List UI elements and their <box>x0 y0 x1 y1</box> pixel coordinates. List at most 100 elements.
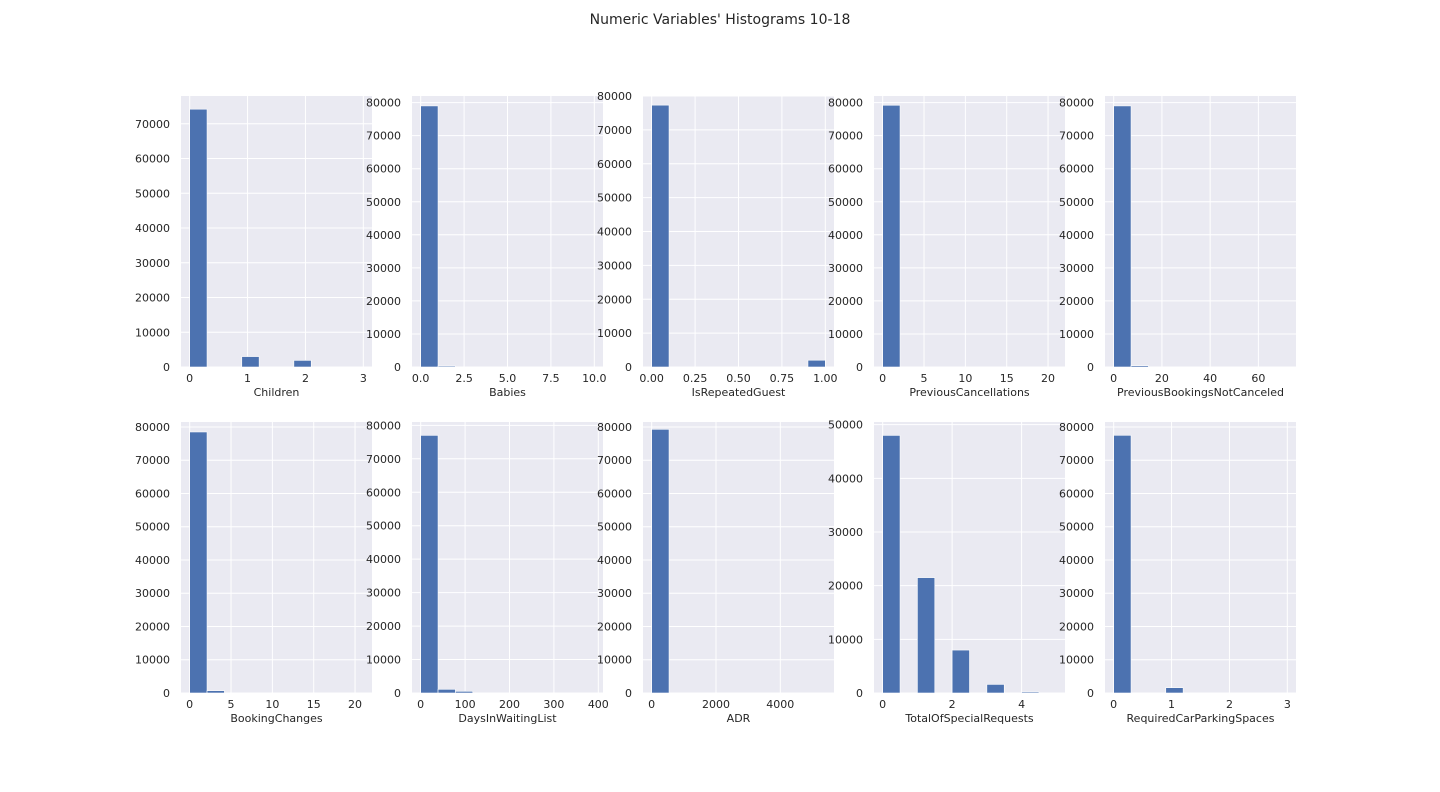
y-tick-label: 60000 <box>366 486 401 499</box>
y-tick-label: 70000 <box>597 124 632 137</box>
y-tick-label: 60000 <box>597 487 632 500</box>
x-tick-label: 20 <box>1155 372 1169 385</box>
y-tick-label: 40000 <box>597 226 632 239</box>
histogram-panel-DaysInWaitingList: 0 100 200 300 400 0 10000 20000 30000 40000 50000 6… <box>366 419 609 725</box>
x-tick-label: 3 <box>1284 698 1291 711</box>
x-axis-label: TotalOfSpecialRequests <box>904 712 1034 725</box>
plot-area <box>181 96 372 367</box>
histogram-panel-ADR: 0 2000 40000100002000030000400005000060000… <box>597 421 834 725</box>
y-tick-label: 0 <box>625 687 632 700</box>
x-tick-label: 2 <box>302 372 309 385</box>
y-tick-label: 50000 <box>597 521 632 534</box>
plot-area <box>412 422 603 693</box>
figure-title: Numeric Variables' Histograms 10-18 <box>589 12 851 28</box>
y-tick-label: 40000 <box>828 472 863 485</box>
x-tick-label: 0 <box>1110 698 1117 711</box>
y-tick-label: 80000 <box>366 97 401 110</box>
y-tick-label: 70000 <box>135 118 170 131</box>
y-tick-label: 10000 <box>828 328 863 341</box>
x-axis-label: DaysInWaitingList <box>458 712 557 725</box>
y-tick-label: 0 <box>394 687 401 700</box>
x-tick-label: 1 <box>1168 698 1175 711</box>
y-tick-label: 50000 <box>135 187 170 200</box>
y-tick-label: 30000 <box>828 526 863 539</box>
histogram-bar <box>1113 435 1132 694</box>
y-tick-label: 20000 <box>1059 295 1094 308</box>
x-tick-label: 10 <box>265 698 279 711</box>
y-tick-label: 10000 <box>597 654 632 667</box>
histogram-bar <box>189 108 208 368</box>
x-tick-label: 0.50 <box>726 372 751 385</box>
y-tick-label: 50000 <box>1059 196 1094 209</box>
y-tick-label: 0 <box>625 361 632 374</box>
plot-area <box>643 422 834 693</box>
x-tick-label: 7.5 <box>542 372 560 385</box>
y-tick-label: 50000 <box>135 521 170 534</box>
y-tick-label: 80000 <box>597 421 632 434</box>
y-tick-label: 40000 <box>135 222 170 235</box>
histogram-bar <box>420 105 439 368</box>
y-tick-label: 50000 <box>366 520 401 533</box>
y-tick-label: 60000 <box>1059 487 1094 500</box>
histogram-panel-PreviousCancellations: 0 5 10 15 20 0 10000 20000 30000 40000 50000 60000 7… <box>828 96 1065 399</box>
x-tick-label: 2000 <box>702 698 730 711</box>
y-tick-label: 40000 <box>366 553 401 566</box>
y-tick-label: 80000 <box>1059 97 1094 110</box>
x-tick-label: 20 <box>348 698 362 711</box>
x-tick-label: 10 <box>958 372 972 385</box>
y-tick-label: 40000 <box>135 554 170 567</box>
x-tick-label: 300 <box>543 698 564 711</box>
x-tick-label: 10.0 <box>582 372 607 385</box>
y-tick-label: 70000 <box>135 454 170 467</box>
histogram-bar <box>1130 365 1149 368</box>
x-axis-label: IsRepeatedGuest <box>692 386 786 399</box>
y-tick-label: 0 <box>394 361 401 374</box>
y-tick-label: 60000 <box>135 487 170 500</box>
y-tick-label: 0 <box>1087 361 1094 374</box>
y-tick-label: 10000 <box>135 654 170 667</box>
y-tick-label: 10000 <box>1059 654 1094 667</box>
x-axis-label: PreviousBookingsNotCanceled <box>1117 386 1284 399</box>
histogram-bar <box>651 104 670 368</box>
y-tick-label: 40000 <box>366 229 401 242</box>
y-tick-label: 0 <box>163 687 170 700</box>
histogram-bar <box>455 691 474 694</box>
x-tick-label: 0.25 <box>683 372 708 385</box>
x-tick-label: 2 <box>949 698 956 711</box>
y-tick-label: 70000 <box>1059 130 1094 143</box>
y-tick-label: 50000 <box>828 419 863 432</box>
x-tick-label: 0.0 <box>412 372 430 385</box>
y-tick-label: 80000 <box>366 419 401 432</box>
histogram-bar <box>420 435 439 694</box>
histogram-panel-RequiredCarParkingSpaces: 0 1 2 3 0 10000 20000 30000 40000 50000 60000 70000… <box>1059 421 1296 725</box>
x-tick-label: 40 <box>1203 372 1217 385</box>
y-tick-label: 0 <box>1087 687 1094 700</box>
x-tick-label: 0 <box>186 372 193 385</box>
y-tick-label: 20000 <box>366 620 401 633</box>
histogram-bar <box>1021 691 1040 694</box>
y-tick-label: 10000 <box>597 327 632 340</box>
x-tick-label: 2.5 <box>455 372 473 385</box>
y-tick-label: 30000 <box>135 257 170 270</box>
y-tick-label: 0 <box>856 361 863 374</box>
y-tick-label: 40000 <box>1059 229 1094 242</box>
histogram-bar <box>1113 105 1132 368</box>
x-axis-label: Babies <box>489 386 526 399</box>
x-tick-label: 1.00 <box>813 372 838 385</box>
histogram-panel-Babies: 0.0 2.5 5.0 7.5 10.0 0 10000 20000 30000 40000 500… <box>366 96 607 399</box>
y-tick-label: 10000 <box>366 654 401 667</box>
y-tick-label: 60000 <box>366 163 401 176</box>
x-tick-label: 0 <box>1110 372 1117 385</box>
histogram-panel-PreviousBookingsNotCanceled: 0 20 40 60 0 10000 20000 30000 40000 50000 60000 70… <box>1059 96 1296 399</box>
histogram-bar <box>189 431 208 694</box>
y-tick-label: 70000 <box>828 130 863 143</box>
x-tick-label: 0.00 <box>639 372 664 385</box>
y-tick-label: 80000 <box>1059 421 1094 434</box>
x-tick-label: 0 <box>186 698 193 711</box>
histogram-panel-TotalOfSpecialRequests: 0 2 4 0 10000 20000 30000 40000 50000 TotalOfSpec… <box>828 419 1065 725</box>
y-tick-label: 80000 <box>828 97 863 110</box>
plot-area <box>1105 96 1296 367</box>
y-tick-label: 80000 <box>135 421 170 434</box>
plot-area <box>181 422 372 693</box>
